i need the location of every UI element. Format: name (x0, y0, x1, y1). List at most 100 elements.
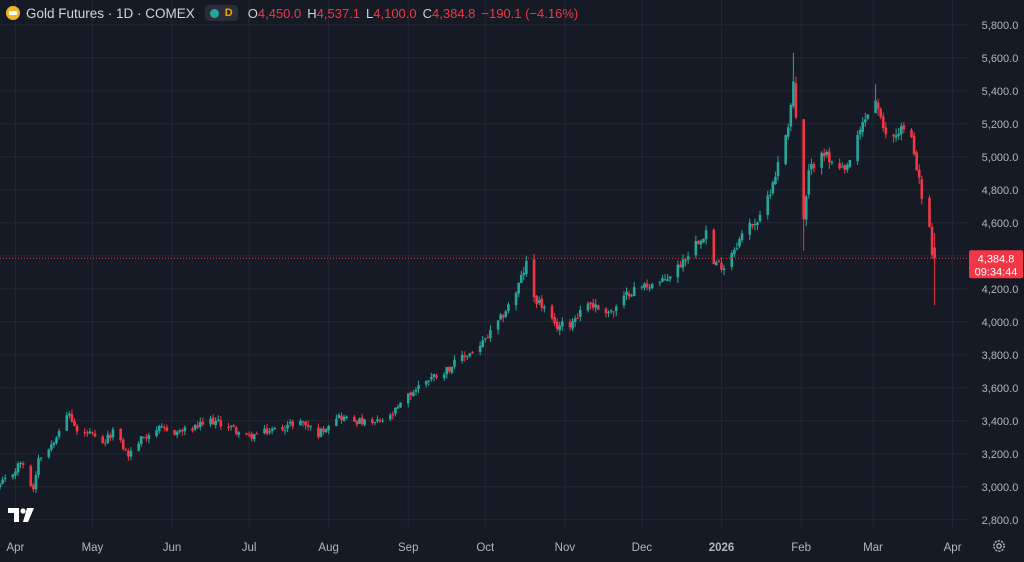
candle (335, 414, 338, 427)
candle (848, 159, 852, 169)
candle-body (730, 252, 734, 267)
candle (32, 482, 35, 493)
candle (861, 117, 865, 137)
candle (514, 291, 518, 311)
y-tick-label: 4,800.0 (982, 185, 1019, 197)
candle (268, 427, 271, 435)
price-axis[interactable]: 2,800.0 3,000.0 3,200.0 3,400.0 3,600.0 3,800… (969, 20, 1023, 527)
candle (0, 482, 2, 490)
candle-body (124, 449, 128, 451)
candle-body (448, 366, 451, 372)
candle (607, 310, 610, 318)
candle-body (88, 431, 92, 434)
candle-body (342, 416, 346, 421)
candle-body (612, 311, 615, 313)
candle-body (722, 268, 726, 270)
ohlc-low: L4,100.0 (366, 5, 417, 21)
candle-body (160, 426, 164, 428)
candle-body (632, 287, 636, 296)
candle-body (127, 450, 130, 457)
ohlc-close: C4,384.8 (422, 5, 476, 21)
candle (409, 391, 413, 400)
candle-body (306, 424, 310, 427)
time-axis[interactable]: Apr May Jun Jul Aug Sep Oct Nov Dec 2026 Feb Mar Apr (6, 542, 961, 554)
candle-body (29, 465, 33, 486)
tradingview-logo-icon[interactable] (8, 508, 38, 522)
candle (157, 424, 161, 434)
candle-body (804, 196, 808, 220)
candle-body (604, 308, 608, 314)
timeframe-pill[interactable]: D (204, 5, 238, 21)
candle (219, 416, 223, 431)
symbol-title[interactable]: Gold Futures · 1D · COMEX (26, 5, 195, 21)
candle (1, 476, 4, 485)
candle (686, 251, 690, 265)
candle-body (270, 428, 274, 432)
candle-body (555, 321, 559, 330)
candle (507, 301, 510, 314)
y-tick-label: 5,800.0 (982, 20, 1019, 32)
candle-body (902, 125, 906, 130)
candle-body (119, 428, 122, 441)
candle-body (481, 340, 485, 348)
candle-body (201, 421, 205, 425)
candle (632, 282, 636, 297)
candle (525, 255, 528, 277)
candle-body (861, 121, 865, 132)
candle-body (676, 264, 680, 278)
y-tick-label: 5,000.0 (982, 152, 1019, 164)
candle (874, 84, 877, 114)
candle-body (589, 302, 592, 305)
candle-body (573, 318, 577, 322)
candle-body (327, 425, 330, 431)
candle-body (499, 314, 502, 320)
candle-body (679, 264, 682, 268)
candle (912, 132, 916, 156)
candle-body (47, 449, 51, 458)
candle-body (255, 433, 259, 435)
candle-body (668, 276, 672, 279)
candle-body (37, 458, 40, 475)
candle (16, 461, 20, 476)
candle-body (39, 457, 43, 459)
candle (453, 355, 456, 369)
candle-body (360, 417, 364, 425)
candle (786, 123, 790, 140)
candle (196, 421, 200, 429)
candle-body (442, 374, 446, 378)
candles (0, 52, 936, 493)
candle-body (399, 402, 402, 408)
candle (427, 380, 431, 386)
candle-body (3, 477, 7, 480)
candle (281, 424, 284, 432)
candle-body (532, 259, 536, 298)
x-tick-label: Jun (163, 542, 182, 554)
symbol-legend: Gold Futures · 1D · COMEX D O4,450.0 H4,… (6, 4, 578, 22)
candle (93, 429, 97, 438)
candle-body (417, 385, 420, 390)
candle-body (776, 162, 780, 177)
candle-body (165, 427, 169, 431)
candle-body (892, 134, 895, 137)
candle-body (866, 114, 870, 119)
candle-body (466, 356, 469, 358)
candle (594, 298, 597, 313)
candle (229, 424, 233, 431)
candle (160, 423, 164, 429)
candle-body (247, 434, 251, 436)
candle-body (720, 262, 723, 270)
candle-body (702, 238, 705, 243)
candle (550, 303, 554, 321)
candle-body (52, 442, 56, 446)
y-tick-label: 4,000.0 (982, 317, 1019, 329)
settings-gear-icon[interactable] (992, 539, 1006, 553)
candle (234, 425, 238, 436)
candle (478, 341, 482, 356)
candle (694, 235, 698, 259)
candle (822, 148, 826, 162)
candle-body (424, 380, 428, 385)
candle (820, 151, 823, 175)
candle (486, 333, 490, 339)
